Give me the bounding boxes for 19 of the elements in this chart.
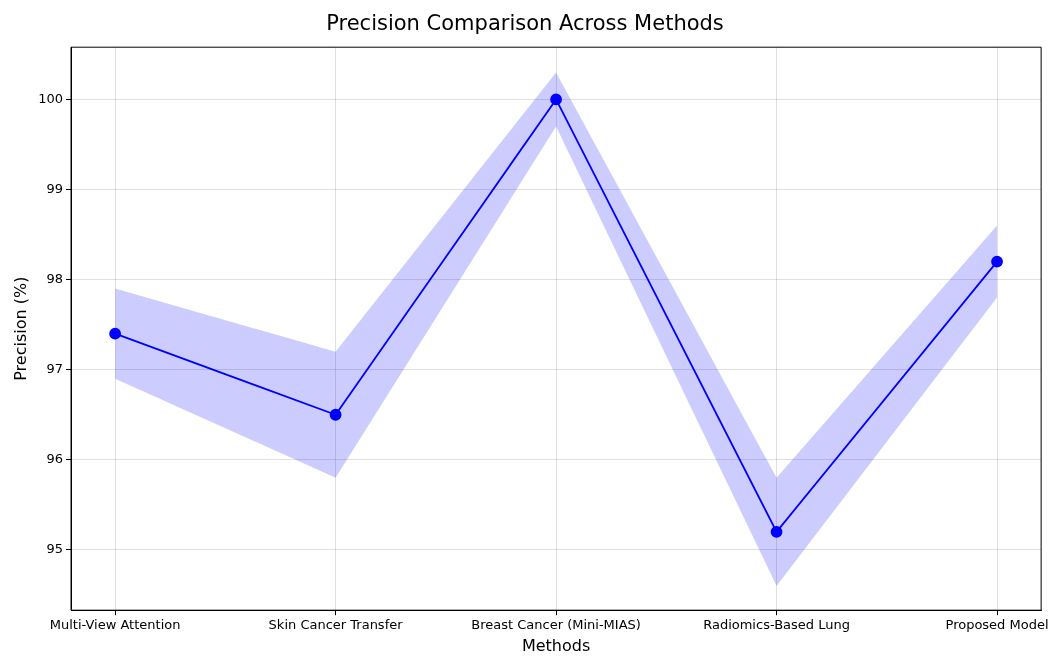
y-tick-label: 95 (46, 541, 64, 557)
x-tick-label: Skin Cancer Transfer (268, 617, 404, 633)
y-tick-label: 96 (46, 451, 64, 467)
x-tick-label: Proposed Model (945, 617, 1049, 633)
x-tick-label: Multi-View Attention (49, 617, 181, 633)
chart-title: Precision Comparison Across Methods (326, 11, 724, 36)
point (109, 327, 122, 340)
y-axis-title: Precision (%) (10, 276, 30, 381)
y-tick-label: 97 (46, 361, 64, 377)
x-tick-label: Breast Cancer (Mini-MIAS) (471, 617, 641, 633)
y-tick-label: 98 (46, 270, 64, 286)
x-axis-title: Methods (521, 635, 591, 655)
point (770, 525, 783, 538)
point (991, 255, 1003, 268)
y-tick-label: 100 (38, 90, 64, 106)
y-tick-label: 99 (46, 180, 64, 196)
point (550, 93, 562, 106)
x-tick-label: Radiomics-Based Lung (703, 617, 850, 633)
point (329, 408, 342, 421)
